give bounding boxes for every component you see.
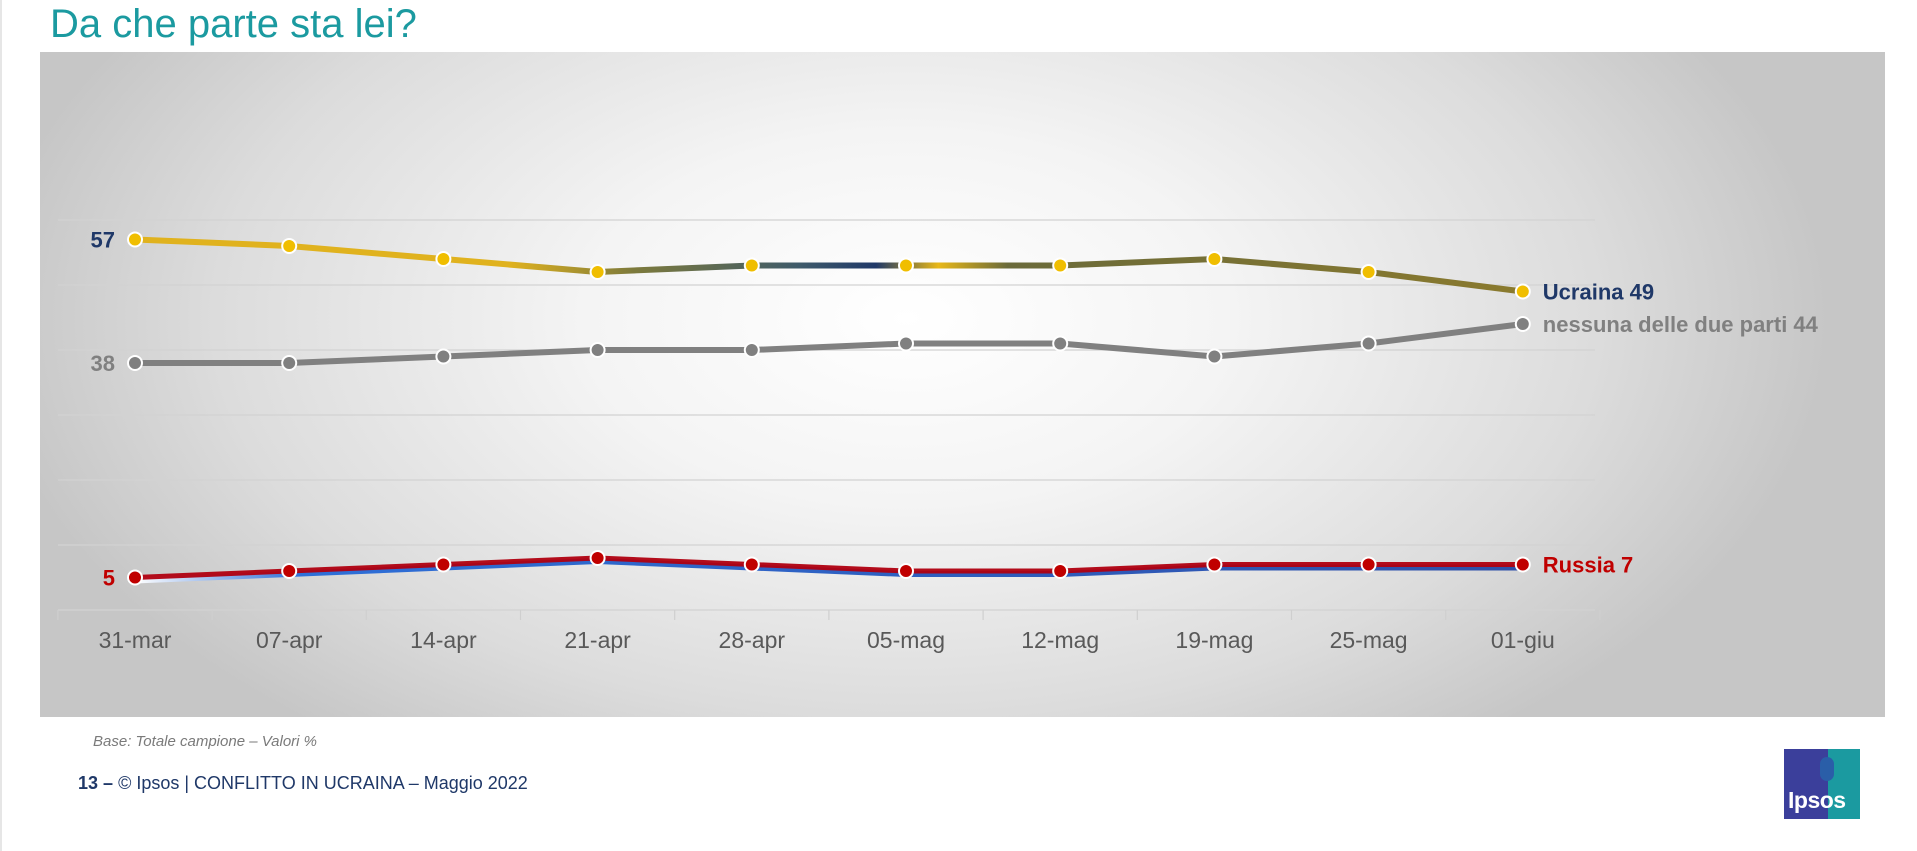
data-point [435,556,452,573]
footer-text: © Ipsos | CONFLITTO IN UCRAINA – Maggio … [118,773,528,793]
data-point [281,563,298,579]
data-point [743,556,760,573]
x-tick-label: 19-mag [1175,627,1253,653]
data-point [1514,283,1531,300]
series-start-label: 5 [103,566,115,591]
data-point [1514,316,1531,332]
series-end-label: Ucraina 49 [1543,280,1654,305]
logo-wordmark: Ipsos [1788,787,1846,813]
data-point [127,569,143,586]
data-point [898,335,914,352]
x-tick-label: 12-mag [1021,627,1099,653]
x-tick-label: 05-mag [867,627,945,653]
x-tick-label: 01-giu [1491,627,1555,653]
left-edge-rule [0,0,2,851]
data-point [1052,335,1069,352]
data-point [589,342,606,358]
grid-layer [58,219,1595,611]
x-tick-label: 21-apr [564,627,631,653]
data-point [1360,264,1377,280]
data-point [743,257,760,274]
data-point [1360,335,1377,352]
data-point [127,355,143,371]
data-point [743,342,760,358]
page-title: Da che parte sta lei? [50,2,417,46]
series-end-label: Russia 7 [1543,553,1634,578]
data-point [435,348,452,365]
data-point [898,257,914,274]
logo-mark-icon [1820,757,1834,781]
series-start-label: 57 [91,228,115,253]
data-point [435,251,452,267]
series-end-label: nessuna delle due parti 44 [1543,312,1819,337]
data-point [589,264,606,280]
data-point [1514,556,1531,573]
x-tick-label: 14-apr [410,627,477,653]
ipsos-logo: Ipsos [1784,749,1860,819]
data-point [281,355,298,371]
series-labels: 57 Ucraina 49 38 nessuna delle due parti 44… [91,228,1819,591]
data-point [127,231,143,248]
x-tick-label: 28-apr [719,627,786,653]
data-point [1052,257,1069,274]
footer: 13 – © Ipsos | CONFLITTO IN UCRAINA – Ma… [78,773,528,794]
series-line-ucraina [132,236,1526,295]
data-point [1052,563,1069,579]
x-tick-label: 25-mag [1330,627,1408,653]
x-tick-label: 07-apr [256,627,323,653]
data-point [281,238,298,254]
line-chart: 31-mar 07-apr 14-apr 21-apr 28-apr 05-mag 12-m… [57,219,1819,653]
page-number: 13 – [78,773,114,793]
data-point [898,563,914,579]
series-line-nessuna [132,321,1526,366]
chart-panel: 31-mar 07-apr 14-apr 21-apr 28-apr 05-mag 12-m… [40,52,1885,717]
x-tick-label: 31-mar [99,627,172,653]
data-point [1360,556,1377,573]
x-axis: 31-mar 07-apr 14-apr 21-apr 28-apr 05-mag 12-m… [57,610,1601,653]
base-note: Base: Totale campione – Valori % [93,733,318,750]
data-point [589,550,606,566]
series-line-russia-shadow [132,558,1526,584]
data-point [1206,556,1223,573]
series-line-russia [132,555,1526,580]
data-point [1206,348,1223,365]
data-point [1206,251,1223,267]
series-layer [127,231,1531,586]
series-start-label: 38 [91,351,115,376]
